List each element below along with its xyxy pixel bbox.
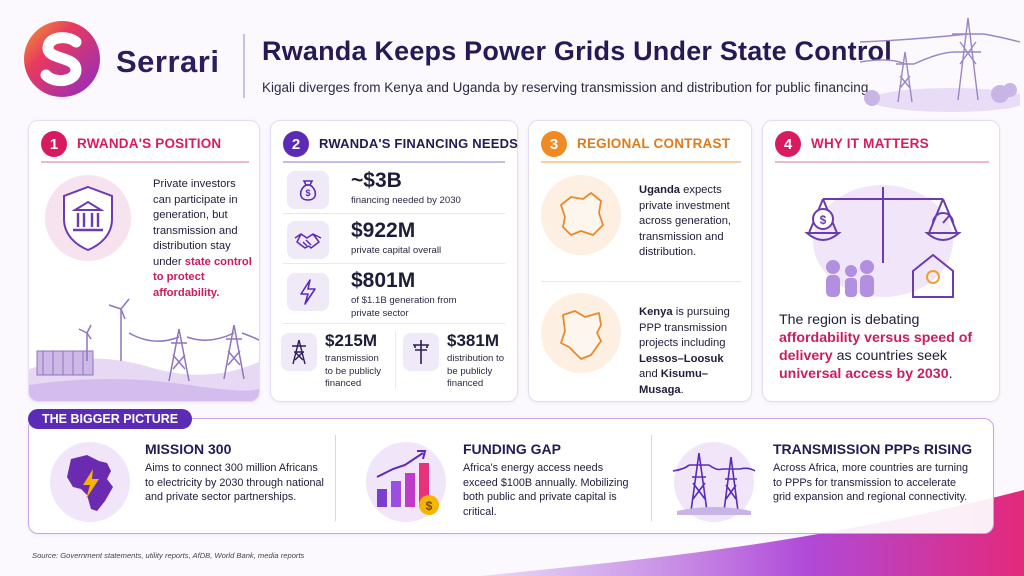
card-title: REGIONAL CONTRAST: [577, 136, 731, 151]
card-regional-contrast: 3 REGIONAL CONTRAST Uganda expects priva…: [528, 120, 752, 402]
kenya-project-1: Lessos–Loosuk: [639, 352, 724, 365]
svg-text:$: $: [820, 213, 827, 227]
why-it-matters-text: The region is debating affordability ver…: [779, 311, 991, 383]
position-text-body: Private investors can participate in gen…: [153, 178, 238, 268]
distribution-public-label: distribution to be publicly financed: [447, 353, 505, 389]
funding-gap-title: FUNDING GAP: [463, 441, 561, 457]
uganda-name: Uganda: [639, 184, 681, 196]
financing-total-value: ~$3B: [351, 169, 402, 192]
card-title: WHY IT MATTERS: [811, 136, 929, 151]
card-financing-needs: 2 RWANDA'S FINANCING NEEDS $ ~$3B financ…: [270, 120, 518, 402]
title-underline: [283, 161, 505, 163]
generation-private-label: of $1.1B generation from private sector: [351, 295, 457, 319]
card-title: RWANDA'S FINANCING NEEDS: [319, 136, 519, 151]
card-title: RWANDA'S POSITION: [77, 136, 222, 151]
power-lines-illustration-icon: [860, 17, 1020, 112]
bigger-picture-badge: THE BIGGER PICTURE: [28, 409, 193, 429]
page-subtitle: Kigali diverges from Kenya and Uganda by…: [262, 80, 873, 95]
transmission-ppps-text: Across Africa, more countries are turnin…: [773, 462, 969, 503]
bigger-picture-panel: THE BIGGER PICTURE MISSION 300 Aims to c…: [28, 409, 994, 534]
split-divider: [395, 331, 396, 389]
column-divider: [335, 435, 336, 521]
uganda-description: expects private investment across genera…: [639, 184, 732, 258]
title-underline: [41, 161, 249, 163]
universal-access-highlight: universal access by 2030: [779, 366, 949, 382]
affordability-highlight: affordability versus speed of delivery: [779, 330, 973, 364]
decorative-wave: [480, 490, 1024, 576]
card-number: 2: [283, 131, 309, 157]
generation-private-value: $801M: [351, 269, 416, 292]
transmission-public-label: transmission to be publicly financed: [325, 353, 381, 389]
utility-pole-icon: [403, 333, 439, 371]
growth-chart-coin-icon: $: [366, 442, 446, 522]
brand-name: Serrari: [116, 44, 220, 79]
handshake-icon: [287, 221, 329, 259]
state-control-highlight: state control to protect affordability.: [153, 255, 252, 299]
mission-300-text: Aims to connect 300 million Africans to …: [145, 462, 324, 503]
kenya-description: is pursuing PPP transmission projects in…: [639, 306, 730, 349]
kenya-and: and: [639, 368, 661, 380]
transmission-ppps-title: TRANSMISSION PPPs RISING: [773, 441, 973, 457]
card-rwanda-position: 1 RWANDA'S POSITION Private investors ca…: [28, 120, 260, 402]
card-why-it-matters: 4 WHY IT MATTERS $ The region is debatin…: [762, 120, 1000, 402]
svg-text:$: $: [305, 188, 310, 198]
kenya-end: .: [680, 383, 684, 396]
divider: [283, 213, 505, 214]
source-note: Source: Government statements, utility r…: [32, 551, 305, 560]
serrari-logo-icon: [24, 21, 100, 97]
financing-total-label: financing needed by 2030: [351, 195, 461, 206]
private-capital-label: private capital overall: [351, 245, 442, 256]
title-underline: [775, 161, 989, 163]
transmission-public-value: $215M: [325, 331, 377, 350]
mission-300-title: MISSION 300: [145, 441, 232, 457]
kenya-name: Kenya: [639, 306, 673, 318]
column-divider: [651, 435, 652, 521]
card-number: 4: [775, 131, 801, 157]
kenya-text: Kenya is pursuing PPP transmission proje…: [639, 305, 743, 398]
government-building-icon: [45, 175, 131, 261]
transmission-tower-icon: [281, 333, 317, 371]
transmission-towers-icon: [672, 442, 756, 522]
lightning-icon: [287, 273, 329, 311]
kenya-map-icon: [541, 293, 621, 373]
card-number: 3: [541, 131, 567, 157]
divider: [283, 263, 505, 264]
kenya-project-2: Kisumu–Musaga: [639, 368, 709, 396]
uganda-map-icon: [541, 175, 621, 255]
card-number: 1: [41, 131, 67, 157]
africa-lightning-icon: [50, 442, 130, 522]
page-title: Rwanda Keeps Power Grids Under State Con…: [262, 36, 892, 66]
balance-scale-icon: $: [804, 185, 962, 298]
position-text: Private investors can participate in gen…: [153, 177, 253, 301]
uganda-text: Uganda expects private investment across…: [639, 183, 743, 261]
why-text-3: .: [948, 366, 953, 382]
money-bag-icon: $: [287, 171, 329, 209]
header-divider: [243, 34, 245, 98]
title-underline: [541, 161, 741, 163]
svg-text:$: $: [426, 499, 433, 513]
divider: [283, 323, 505, 324]
why-text-2: as countries seek: [832, 348, 947, 364]
private-capital-value: $922M: [351, 219, 416, 242]
power-landscape-illustration-icon: [29, 298, 259, 401]
distribution-public-value: $381M: [447, 331, 499, 350]
funding-gap-text: Africa's energy access needs exceed $100…: [463, 462, 629, 518]
why-text-1: The region is debating: [779, 312, 920, 328]
divider: [541, 281, 741, 282]
